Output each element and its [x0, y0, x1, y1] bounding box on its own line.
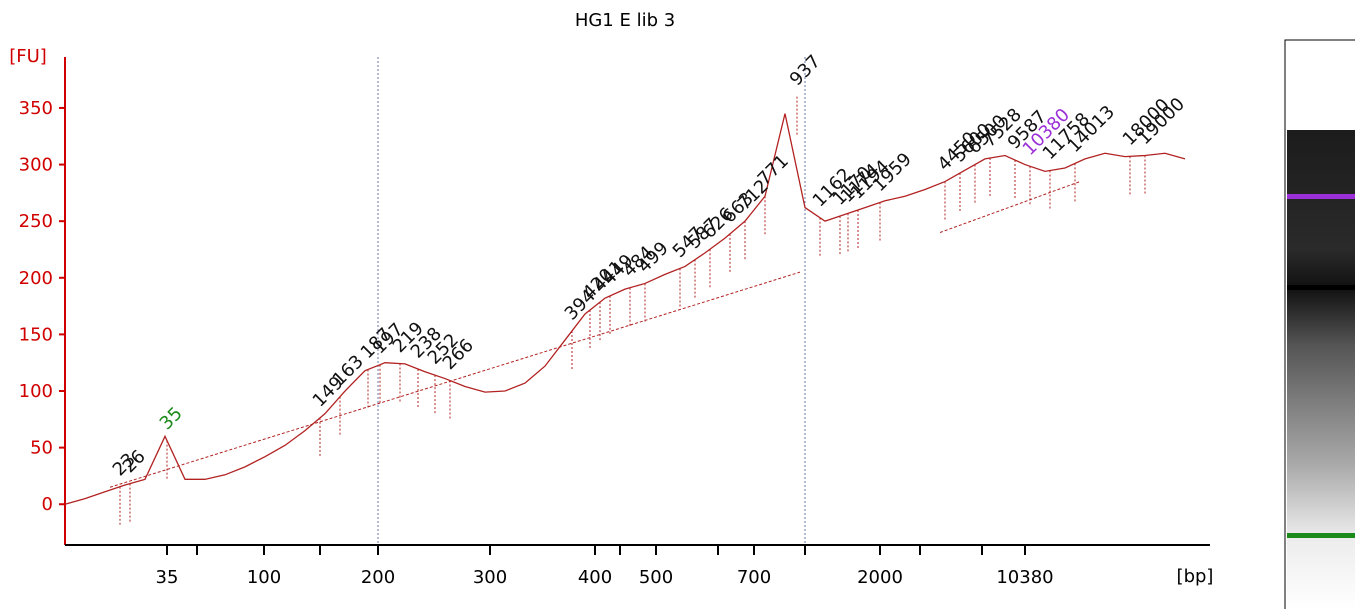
x-tick-label: 100 — [247, 567, 281, 588]
x-tick-label: 10380 — [996, 567, 1053, 588]
lower-marker-band — [1287, 533, 1355, 538]
x-tick-label: 500 — [639, 567, 673, 588]
gel-lane — [1287, 130, 1355, 609]
x-tick-label: 2000 — [857, 567, 903, 588]
y-tick-label: 300 — [19, 155, 53, 176]
x-tick-label: 700 — [737, 567, 771, 588]
chart-title: HG1 E lib 3 — [575, 10, 675, 31]
x-axis-label: [bp] — [1177, 566, 1214, 587]
trace — [64, 113, 1186, 505]
upper-marker-band — [1287, 194, 1355, 199]
x-tick-label: 200 — [361, 567, 395, 588]
y-tick-label: 150 — [19, 324, 53, 345]
baseline — [939, 181, 1081, 233]
x-tick-label: 35 — [156, 567, 179, 588]
gel-band — [1287, 285, 1355, 290]
y-tick-label: 250 — [19, 211, 53, 232]
y-tick-label: 200 — [19, 268, 53, 289]
y-tick-label: 100 — [19, 381, 53, 402]
baseline — [109, 271, 801, 488]
y-tick-label: 0 — [42, 494, 53, 515]
y-tick-label: 350 — [19, 98, 53, 119]
peak-label: 937 — [786, 51, 825, 90]
x-tick-label: 300 — [473, 567, 507, 588]
x-tick-label: 400 — [578, 567, 612, 588]
peak-label: 35 — [156, 403, 187, 434]
y-axis-label: [FU] — [9, 46, 47, 67]
y-tick-label: 50 — [30, 438, 53, 459]
